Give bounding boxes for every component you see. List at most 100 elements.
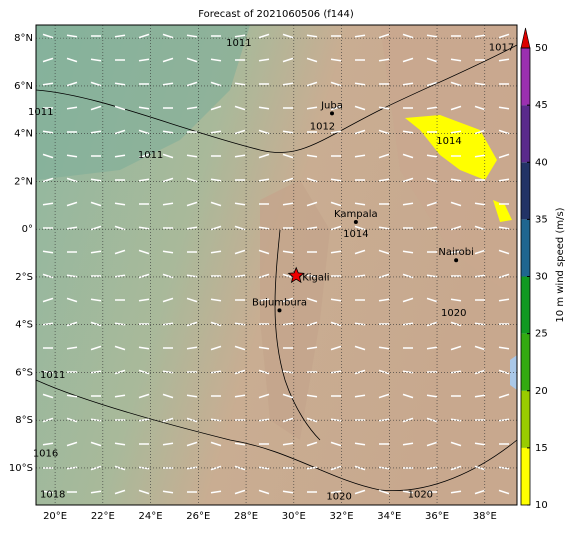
wind-barb (450, 201, 462, 207)
wind-barb (402, 202, 414, 206)
wind-barb (90, 130, 102, 134)
wind-barb (450, 321, 462, 327)
wind-barb (426, 201, 438, 207)
wind-barb (114, 489, 126, 495)
wind-barb (138, 346, 150, 350)
wind-barb (258, 58, 270, 62)
wind-barb (210, 345, 222, 351)
isobar-label: 1011 (226, 38, 251, 49)
wind-barb (66, 321, 78, 327)
wind-barb (210, 105, 222, 111)
wind-barb (258, 346, 270, 350)
wind-barb (402, 322, 414, 326)
wind-barb (474, 489, 486, 495)
wind-barb (210, 441, 222, 447)
wind-barb (90, 105, 102, 111)
city-marker (454, 258, 459, 263)
wind-barb (162, 250, 174, 254)
isobar-label: 1012 (310, 121, 335, 132)
wind-barb (138, 33, 150, 39)
wind-barb (162, 153, 174, 159)
wind-barb (258, 489, 270, 495)
wind-barb (258, 153, 270, 159)
wind-barb (186, 394, 198, 398)
wind-barb (498, 369, 510, 375)
wind-barb (450, 298, 462, 302)
wind-barb (378, 346, 390, 350)
wind-barb (42, 153, 54, 159)
wind-barb (498, 226, 510, 230)
colorbar-tick-label: 25 (535, 329, 548, 340)
wind-barb (210, 178, 222, 182)
wind-barb (498, 106, 510, 110)
wind-barb (114, 274, 126, 278)
wind-barb (162, 57, 174, 63)
wind-barb (90, 345, 102, 351)
wind-barb (66, 177, 78, 183)
wind-barb (306, 321, 318, 327)
wind-barb (258, 298, 270, 302)
wind-barb (450, 81, 462, 87)
wind-barb (330, 250, 342, 254)
wind-barb (186, 81, 198, 87)
isobar-label: 1020 (408, 489, 433, 500)
wind-barb (162, 297, 174, 303)
wind-barb (138, 178, 150, 182)
wind-barb (354, 489, 366, 495)
wind-barb (162, 393, 174, 399)
wind-barb (498, 178, 510, 182)
colorbar-tick-label: 20 (535, 386, 548, 397)
wind-barb (378, 58, 390, 62)
wind-barb (42, 130, 54, 134)
wind-barb (186, 106, 198, 110)
lon-tick-label: 38°E (473, 511, 497, 522)
lat-tick-label: 4°N (14, 129, 33, 140)
wind-barb (42, 250, 54, 254)
wind-barb (378, 33, 390, 39)
isobar-label: 1011 (28, 107, 53, 118)
wind-barb (234, 274, 246, 278)
wind-barb (378, 249, 390, 255)
wind-barb (330, 178, 342, 182)
wind-barb (426, 81, 438, 87)
wind-barb (114, 105, 126, 111)
wind-barb (114, 82, 126, 86)
wind-barb (138, 489, 150, 495)
wind-barb (330, 345, 342, 351)
wind-barb (354, 369, 366, 375)
wind-barb (378, 129, 390, 135)
wind-barb (114, 394, 126, 398)
isobar (35, 379, 518, 492)
highland (260, 180, 330, 440)
wind-barb (66, 346, 78, 350)
wind-barb (330, 225, 342, 231)
wind-barb (258, 393, 270, 399)
wind-barb (138, 298, 150, 302)
wind-barb (186, 274, 198, 278)
wind-barb (306, 57, 318, 63)
lat-tick-label: 10°S (9, 463, 33, 474)
wind-barb (402, 130, 414, 134)
wind-barb (378, 226, 390, 230)
wind-barb (186, 346, 198, 350)
wind-barb (282, 322, 294, 326)
wind-barb (234, 249, 246, 255)
wind-barb (42, 177, 54, 183)
wind-barb (258, 369, 270, 375)
wind-barb (474, 345, 486, 351)
colorbar-bin (521, 48, 530, 106)
wind-barb (474, 129, 486, 135)
wind-barb (282, 297, 294, 303)
wind-barb (234, 154, 246, 158)
wind-barb (402, 250, 414, 254)
wind-barb (66, 201, 78, 207)
lat-tick-label: 6°S (15, 367, 33, 378)
wind-barb (282, 82, 294, 86)
wind-barb (282, 57, 294, 63)
colorbar-label: 10 m wind speed (m/s) (555, 207, 566, 322)
wind-barb (42, 202, 54, 206)
wind-barb (210, 58, 222, 62)
wind-barb (474, 154, 486, 158)
wind-barb (90, 441, 102, 447)
